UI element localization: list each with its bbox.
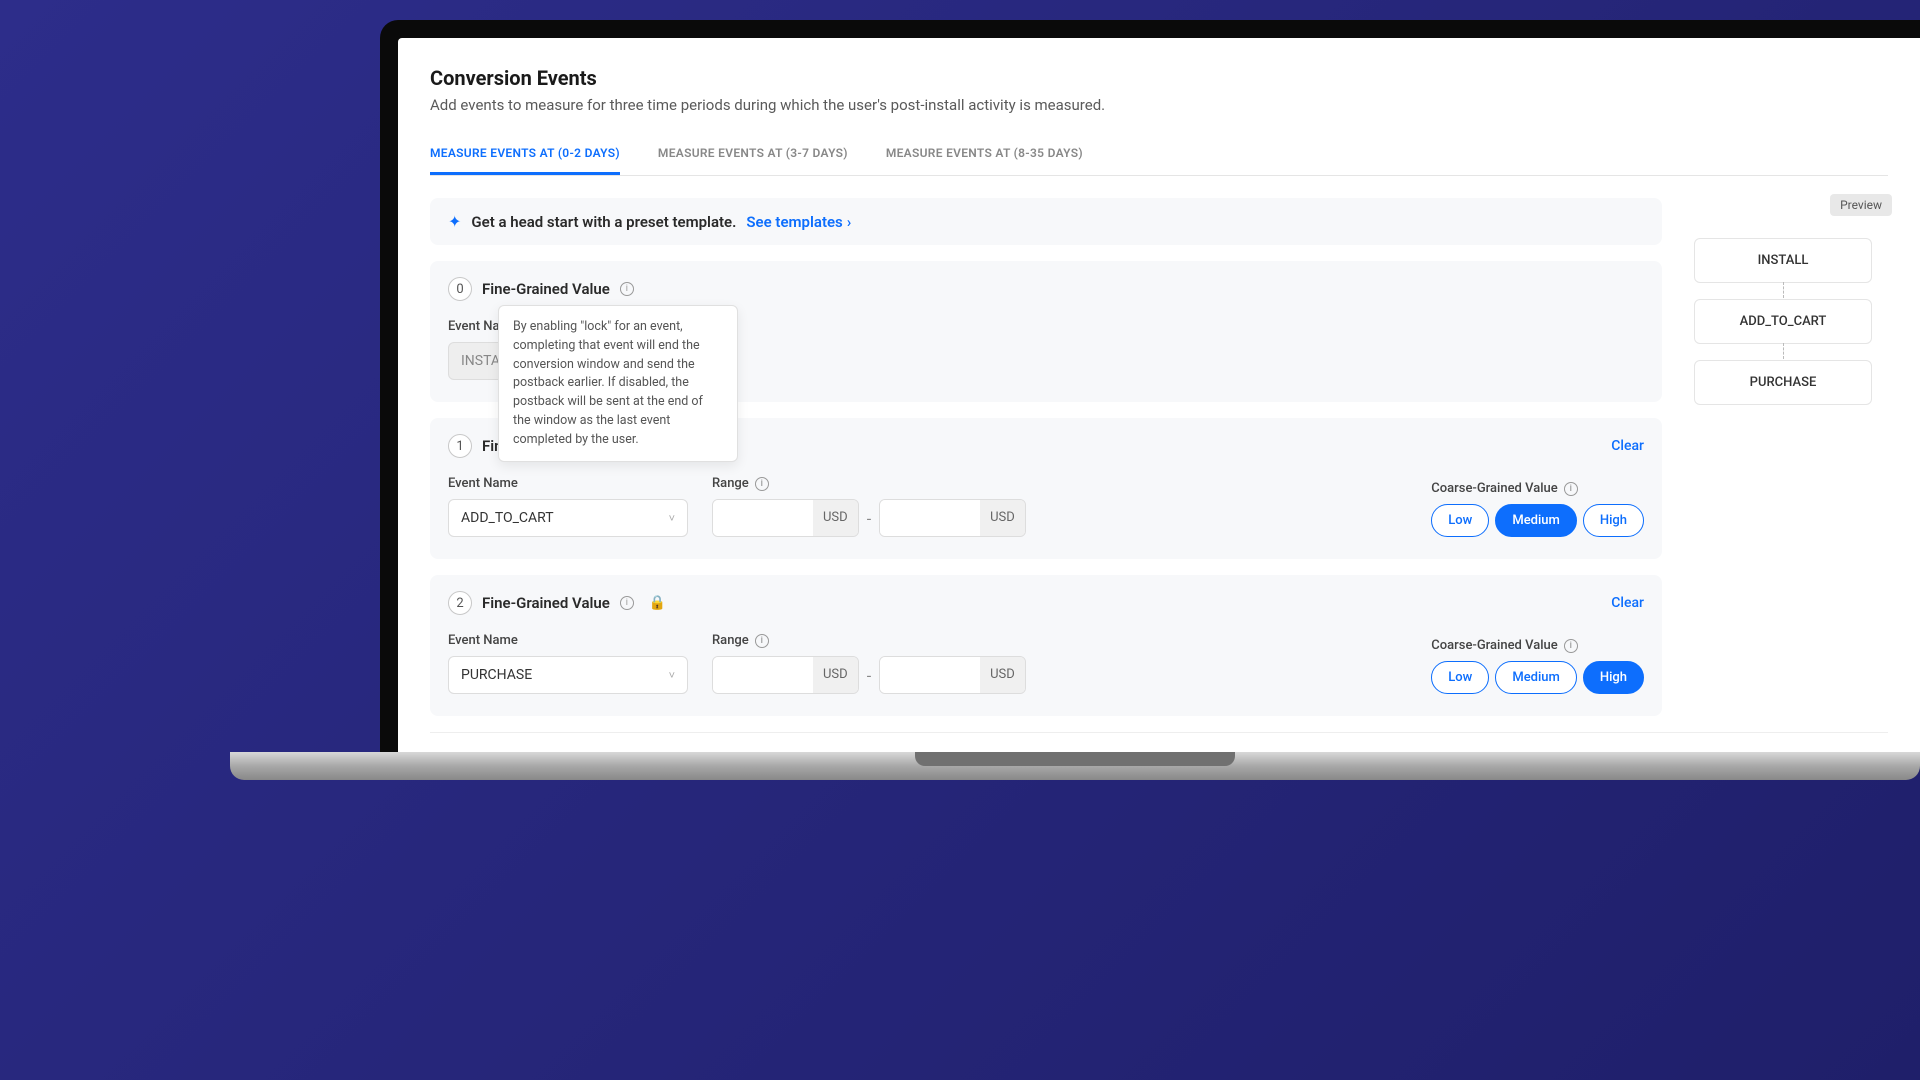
- clear-link[interactable]: Clear: [1611, 438, 1644, 454]
- laptop-bezel: Conversion Events Add events to measure …: [380, 20, 1920, 760]
- chevron-right-icon: ›: [847, 213, 852, 231]
- range-min[interactable]: USD: [712, 656, 859, 694]
- coarse-high-button[interactable]: High: [1583, 661, 1644, 694]
- info-icon[interactable]: i: [1564, 639, 1578, 653]
- preview-item-2: PURCHASE: [1694, 360, 1872, 405]
- see-templates-link[interactable]: See templates ›: [746, 213, 851, 231]
- currency-label: USD: [980, 500, 1025, 536]
- range-max-input[interactable]: [880, 657, 980, 693]
- range-min-input[interactable]: [713, 657, 813, 693]
- range-dash: -: [867, 666, 871, 685]
- clear-link[interactable]: Clear: [1611, 595, 1644, 611]
- info-icon[interactable]: i: [755, 634, 769, 648]
- left-column: ✦ Get a head start with a preset templat…: [430, 198, 1662, 716]
- preview-item-1: ADD_TO_CART: [1694, 299, 1872, 344]
- form-row: Event NameADD_TO_CART˅Range iUSD-USDCoar…: [448, 476, 1644, 537]
- page-title: Conversion Events: [430, 66, 1888, 90]
- event-block-2: 2 Fine-Grained Value i 🔒 Clear Event Name PURC…: [430, 575, 1662, 716]
- coarse-medium-button[interactable]: Medium: [1495, 661, 1577, 694]
- event-name-select[interactable]: PURCHASE ˅: [448, 656, 688, 694]
- event-name-value: PURCHASE: [461, 667, 532, 683]
- coarse-low-button[interactable]: Low: [1431, 661, 1489, 694]
- banner-link-label: See templates: [746, 213, 842, 231]
- tab-0[interactable]: MEASURE EVENTS AT (0-2 DAYS): [430, 134, 620, 175]
- coarse-label: Coarse-Grained Value i: [1431, 638, 1644, 653]
- laptop-notch: [915, 752, 1235, 766]
- range-max-input[interactable]: [880, 500, 980, 536]
- main-row: ✦ Get a head start with a preset templat…: [430, 198, 1888, 716]
- coarse-low-button[interactable]: Low: [1431, 504, 1489, 537]
- event-name-label: Event Name: [448, 633, 688, 648]
- coarse-buttons: LowMediumHigh: [1431, 504, 1644, 537]
- coarse-label: Coarse-Grained Value i: [1431, 481, 1644, 496]
- page-subtitle: Add events to measure for three time per…: [430, 96, 1888, 114]
- event-index-badge: 2: [448, 591, 472, 615]
- info-icon[interactable]: i: [1564, 482, 1578, 496]
- event-index-badge: 1: [448, 434, 472, 458]
- range-label: Range i: [712, 633, 1026, 648]
- currency-label: USD: [813, 657, 858, 693]
- event-name-value: ADD_TO_CART: [461, 510, 554, 526]
- event-block-0: 0Fine-Grained ValueiBy enabling "lock" f…: [430, 261, 1662, 402]
- range-inputs: USD-USD: [712, 499, 1026, 537]
- laptop-mockup: Conversion Events Add events to measure …: [380, 20, 1920, 1080]
- range-min-input[interactable]: [713, 500, 813, 536]
- form-row: Event NamePURCHASE˅Range iUSD-USDCoarse-…: [448, 633, 1644, 694]
- range-max[interactable]: USD: [879, 499, 1026, 537]
- preview-tag: Preview: [1830, 194, 1892, 216]
- chevron-down-icon: ˅: [669, 669, 675, 682]
- lock-icon[interactable]: 🔒: [644, 592, 671, 614]
- preview-item-0: INSTALL: [1694, 238, 1872, 283]
- banner-text: Get a head start with a preset template.: [471, 213, 736, 231]
- range-max[interactable]: USD: [879, 656, 1026, 694]
- tab-1[interactable]: MEASURE EVENTS AT (3-7 DAYS): [658, 134, 848, 175]
- range-dash: -: [867, 509, 871, 528]
- range-min[interactable]: USD: [712, 499, 859, 537]
- event-index-badge: 0: [448, 277, 472, 301]
- page-content: Conversion Events Add events to measure …: [398, 38, 1920, 760]
- tooltip: By enabling "lock" for an event, complet…: [498, 305, 738, 462]
- coarse-medium-button[interactable]: Medium: [1495, 504, 1577, 537]
- coarse-high-button[interactable]: High: [1583, 504, 1644, 537]
- chevron-down-icon: ˅: [669, 512, 675, 525]
- info-icon[interactable]: i: [755, 477, 769, 491]
- block-header: 2 Fine-Grained Value i 🔒 Clear: [448, 591, 1644, 615]
- preview-panel: Preview INSTALLADD_TO_CARTPURCHASE: [1678, 198, 1888, 421]
- tabs-nav: MEASURE EVENTS AT (0-2 DAYS) MEASURE EVEN…: [430, 134, 1888, 176]
- event-name-select[interactable]: ADD_TO_CART ˅: [448, 499, 688, 537]
- coarse-buttons: LowMediumHigh: [1431, 661, 1644, 694]
- currency-label: USD: [813, 500, 858, 536]
- screen: Conversion Events Add events to measure …: [398, 38, 1920, 760]
- block-header: 0 Fine-Grained Value i: [448, 277, 1644, 301]
- template-banner: ✦ Get a head start with a preset templat…: [430, 198, 1662, 245]
- info-icon[interactable]: i: [620, 282, 634, 296]
- preview-list: INSTALL ADD_TO_CART PURCHASE: [1678, 198, 1888, 421]
- info-icon[interactable]: i: [620, 596, 634, 610]
- currency-label: USD: [980, 657, 1025, 693]
- preview-column: Preview INSTALLADD_TO_CARTPURCHASE: [1678, 198, 1888, 716]
- event-name-label: Event Name: [448, 476, 688, 491]
- sparkle-icon: ✦: [448, 212, 461, 231]
- fine-grained-label: Fine-Grained Value: [482, 594, 610, 612]
- range-inputs: USD-USD: [712, 656, 1026, 694]
- fine-grained-label: Fine-Grained Value: [482, 280, 610, 298]
- laptop-base: [230, 752, 1920, 780]
- tab-2[interactable]: MEASURE EVENTS AT (8-35 DAYS): [886, 134, 1083, 175]
- range-label: Range i: [712, 476, 1026, 491]
